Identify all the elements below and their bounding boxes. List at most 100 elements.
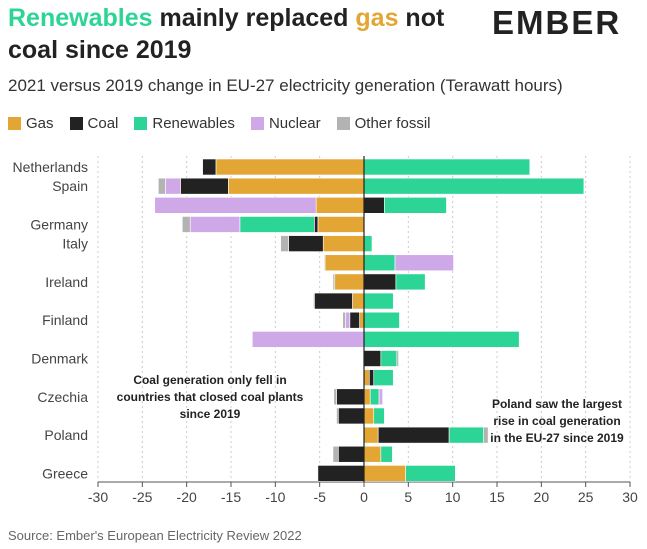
bar-renewables — [380, 350, 398, 367]
bar-renewables — [363, 177, 585, 195]
bar-nuclear — [394, 254, 454, 272]
x-tick-label: -20 — [177, 489, 197, 505]
bar-gas — [352, 292, 365, 310]
bar-renewables — [239, 216, 315, 233]
chart-legend: Gas Coal Renewables Nuclear Other fossil — [8, 115, 430, 132]
bar-gas — [315, 197, 365, 214]
bar-nuclear — [189, 216, 241, 233]
x-tick-label: 15 — [489, 489, 505, 505]
legend-swatch — [69, 117, 83, 130]
annotation-text: Poland saw the largest — [492, 397, 622, 411]
legend-swatch — [250, 117, 264, 130]
bar-other-fossil — [280, 235, 289, 252]
bar-nuclear — [251, 331, 365, 348]
bar-gas — [322, 235, 365, 252]
bar-coal — [314, 292, 353, 310]
legend-label: Other fossil — [354, 115, 431, 132]
bar-coal — [314, 216, 319, 233]
annotation-text: rise in coal generation — [493, 414, 620, 428]
bar-coal — [363, 273, 397, 291]
legend-swatch — [134, 117, 148, 130]
x-tick-label: -15 — [221, 489, 241, 505]
bar-gas — [363, 369, 370, 386]
x-tick-label: -25 — [132, 489, 152, 505]
x-tick-label: -5 — [313, 489, 326, 505]
legend-label: Coal — [87, 115, 119, 132]
category-label: Finland — [42, 312, 88, 328]
bar-renewables — [405, 465, 456, 482]
bar-other-fossil — [157, 177, 166, 195]
bar-other-fossil — [342, 311, 346, 329]
bar-other-fossil — [336, 407, 339, 425]
chart-subtitle: 2021 versus 2019 change in EU-27 electri… — [8, 76, 563, 95]
annotation-text: countries that closed coal plants — [117, 390, 304, 404]
legend-item-nuclear: Nuclear — [250, 115, 321, 132]
bar-coal — [336, 388, 365, 406]
x-tick-label: 5 — [404, 489, 412, 505]
bar-other-fossil — [396, 350, 399, 367]
bar-coal — [363, 350, 382, 367]
ember-logo: EMBER — [492, 4, 622, 41]
bar-coal — [349, 311, 360, 329]
x-tick-label: -10 — [265, 489, 285, 505]
bar-renewables — [363, 254, 396, 272]
bar-coal — [288, 235, 324, 252]
title-gas: gas — [355, 4, 399, 32]
x-tick-label: 10 — [445, 489, 461, 505]
legend-label: Renewables — [152, 115, 235, 132]
legend-label: Gas — [26, 115, 54, 132]
category-label: Italy — [62, 236, 88, 252]
bar-gas — [215, 158, 365, 176]
legend-swatch — [8, 117, 21, 130]
legend-item-gas: Gas — [8, 115, 54, 132]
category-label: Czechia — [37, 389, 88, 405]
bar-renewables — [369, 388, 380, 406]
bar-renewables — [363, 331, 520, 348]
category-label: Spain — [52, 178, 88, 194]
legend-swatch — [336, 117, 350, 130]
bar-renewables — [363, 235, 373, 252]
bar-renewables — [448, 426, 484, 444]
bar-coal — [337, 407, 365, 425]
bar-other-fossil — [323, 254, 326, 272]
x-tick-label: 30 — [622, 489, 638, 505]
bar-renewables — [380, 445, 393, 463]
legend-item-renewables: Renewables — [134, 115, 235, 132]
category-label: Denmark — [31, 351, 89, 367]
bar-renewables — [395, 273, 426, 291]
bar-renewables — [363, 311, 400, 329]
x-tick-label: 0 — [360, 489, 368, 505]
bar-gas — [324, 254, 365, 272]
category-label: Germany — [30, 216, 88, 232]
bar-gas — [363, 388, 371, 406]
annotation-text: since 2019 — [180, 407, 241, 421]
legend-item-coal: Coal — [69, 115, 119, 132]
bar-nuclear — [165, 177, 181, 195]
bar-gas — [363, 426, 379, 444]
title-renewables: Renewables — [8, 4, 153, 32]
bar-other-fossil — [483, 426, 489, 444]
bar-coal — [369, 369, 375, 386]
x-tick-label: 25 — [578, 489, 594, 505]
bar-gas — [317, 216, 365, 233]
bar-gas — [334, 273, 365, 291]
category-label: Poland — [44, 427, 88, 443]
category-label: Ireland — [45, 274, 88, 290]
bar-coal — [317, 465, 365, 482]
bar-renewables — [373, 407, 385, 425]
bar-renewables — [373, 369, 394, 386]
annotation-text: Coal generation only fell in — [133, 373, 286, 387]
bar-nuclear — [345, 311, 351, 329]
bar-gas — [363, 407, 375, 425]
bar-coal — [180, 177, 229, 195]
bar-renewables — [363, 158, 531, 176]
bar-gas — [359, 311, 365, 329]
annotation-text: in the EU-27 since 2019 — [490, 431, 624, 445]
bar-chart: -30 -25 -20 -15 -10 -5 0 5 10 15 20 25 30 Netherlands… — [13, 156, 638, 505]
bar-gas — [363, 445, 382, 463]
chart-title: Renewables mainly replaced gas not coal … — [8, 2, 478, 66]
title-end: not coal since 2019 — [8, 4, 445, 64]
bar-gas — [363, 465, 406, 482]
bar-coal — [337, 445, 365, 463]
bar-coal — [202, 158, 217, 176]
